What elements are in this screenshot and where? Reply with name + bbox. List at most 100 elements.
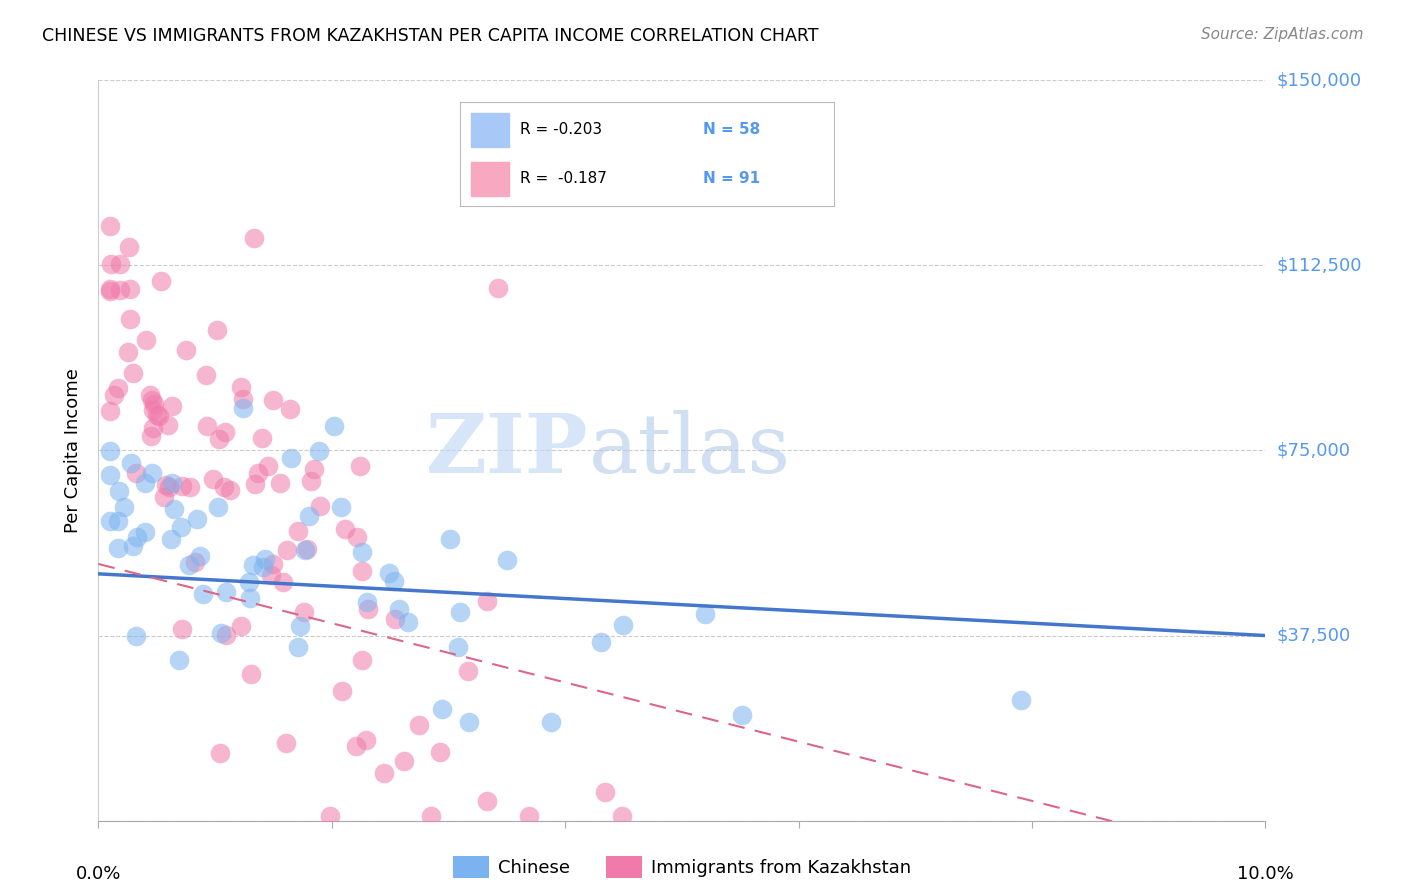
- Text: Source: ZipAtlas.com: Source: ZipAtlas.com: [1201, 27, 1364, 42]
- Point: [457, 665, 479, 679]
- Point: [295, 542, 318, 557]
- Point: [142, 403, 165, 417]
- Point: [252, 431, 274, 445]
- Point: [134, 476, 156, 491]
- Point: [195, 419, 218, 434]
- Point: [308, 443, 330, 458]
- Point: [344, 739, 367, 753]
- Point: [238, 575, 260, 590]
- Point: [108, 283, 131, 297]
- Point: [107, 515, 129, 529]
- Point: [477, 594, 499, 608]
- Point: [693, 607, 716, 621]
- Point: [160, 532, 183, 546]
- Point: [333, 522, 356, 536]
- Point: [257, 459, 280, 474]
- Text: 0.0%: 0.0%: [76, 865, 121, 883]
- Point: [354, 733, 377, 747]
- Point: [98, 282, 121, 296]
- Point: [290, 618, 312, 632]
- Point: [195, 368, 218, 382]
- Point: [229, 619, 252, 633]
- Point: [356, 595, 378, 609]
- Point: [439, 532, 461, 546]
- Point: [127, 530, 149, 544]
- Point: [108, 483, 131, 498]
- Point: [449, 605, 471, 619]
- Point: [215, 627, 238, 641]
- Point: [98, 514, 121, 528]
- Point: [134, 524, 156, 539]
- Point: [242, 231, 264, 245]
- Point: [377, 566, 399, 581]
- Point: [146, 409, 169, 423]
- Point: [162, 502, 184, 516]
- Point: [142, 421, 165, 435]
- Point: [214, 425, 236, 439]
- Text: $37,500: $37,500: [1277, 626, 1351, 645]
- Point: [382, 574, 405, 589]
- Point: [287, 640, 309, 654]
- Point: [122, 367, 145, 381]
- Point: [260, 568, 283, 582]
- Y-axis label: Per Capita Income: Per Capita Income: [65, 368, 83, 533]
- Point: [388, 602, 411, 616]
- Point: [350, 653, 373, 667]
- Point: [207, 500, 229, 514]
- Legend: Chinese, Immigrants from Kazakhstan: Chinese, Immigrants from Kazakhstan: [446, 849, 918, 886]
- Point: [139, 428, 162, 442]
- Point: [1010, 693, 1032, 707]
- Point: [229, 380, 252, 394]
- Point: [125, 467, 148, 481]
- Point: [215, 585, 238, 599]
- Point: [125, 629, 148, 643]
- Point: [209, 746, 232, 760]
- Point: [212, 480, 235, 494]
- Point: [262, 393, 284, 408]
- Point: [302, 462, 325, 476]
- Point: [167, 653, 190, 667]
- Point: [309, 499, 332, 513]
- Point: [191, 587, 214, 601]
- Point: [98, 444, 121, 458]
- Point: [157, 480, 180, 494]
- Point: [188, 549, 211, 564]
- Point: [319, 808, 342, 822]
- Point: [179, 480, 201, 494]
- Point: [294, 543, 316, 558]
- Point: [384, 612, 406, 626]
- Point: [612, 617, 634, 632]
- Point: [517, 808, 540, 822]
- Point: [330, 683, 353, 698]
- Point: [107, 381, 129, 395]
- Point: [98, 219, 121, 233]
- Point: [430, 702, 453, 716]
- Point: [149, 274, 172, 288]
- Point: [143, 397, 166, 411]
- Point: [232, 401, 254, 415]
- Point: [120, 456, 142, 470]
- Point: [162, 399, 184, 413]
- Point: [148, 409, 170, 424]
- Point: [731, 707, 754, 722]
- Point: [135, 333, 157, 347]
- Point: [176, 343, 198, 358]
- Point: [118, 240, 141, 254]
- Point: [152, 491, 174, 505]
- Point: [350, 544, 373, 558]
- Point: [373, 766, 395, 780]
- Point: [100, 257, 122, 271]
- Point: [120, 282, 142, 296]
- Point: [170, 520, 193, 534]
- Point: [117, 345, 139, 359]
- Text: atlas: atlas: [589, 410, 790, 491]
- Point: [186, 512, 208, 526]
- Text: $150,000: $150,000: [1277, 71, 1361, 89]
- Point: [108, 258, 131, 272]
- Point: [447, 640, 470, 655]
- Point: [540, 714, 562, 729]
- Point: [591, 635, 613, 649]
- Point: [112, 500, 135, 514]
- Point: [98, 285, 121, 299]
- Point: [155, 478, 177, 492]
